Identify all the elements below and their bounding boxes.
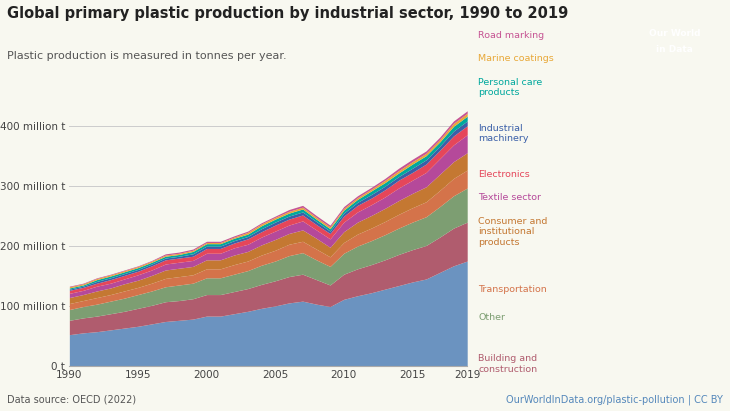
Text: Transportation: Transportation — [478, 285, 547, 294]
Text: Textile sector: Textile sector — [478, 193, 541, 202]
Text: Electronics: Electronics — [478, 170, 530, 179]
Text: Data source: OECD (2022): Data source: OECD (2022) — [7, 395, 137, 405]
Text: Plastic production is measured in tonnes per year.: Plastic production is measured in tonnes… — [7, 51, 287, 61]
Text: Road marking: Road marking — [478, 31, 545, 40]
Text: OurWorldInData.org/plastic-pollution | CC BY: OurWorldInData.org/plastic-pollution | C… — [506, 394, 723, 405]
Text: Consumer and
institutional
products: Consumer and institutional products — [478, 217, 548, 247]
Text: Industrial
machinery: Industrial machinery — [478, 124, 529, 143]
Text: Building and
construction: Building and construction — [478, 354, 537, 374]
Text: Our World: Our World — [649, 29, 701, 38]
Text: Personal care
products: Personal care products — [478, 78, 542, 97]
Text: Marine coatings: Marine coatings — [478, 54, 554, 63]
Text: Other: Other — [478, 313, 505, 322]
Text: Global primary plastic production by industrial sector, 1990 to 2019: Global primary plastic production by ind… — [7, 6, 569, 21]
Text: in Data: in Data — [656, 45, 693, 54]
